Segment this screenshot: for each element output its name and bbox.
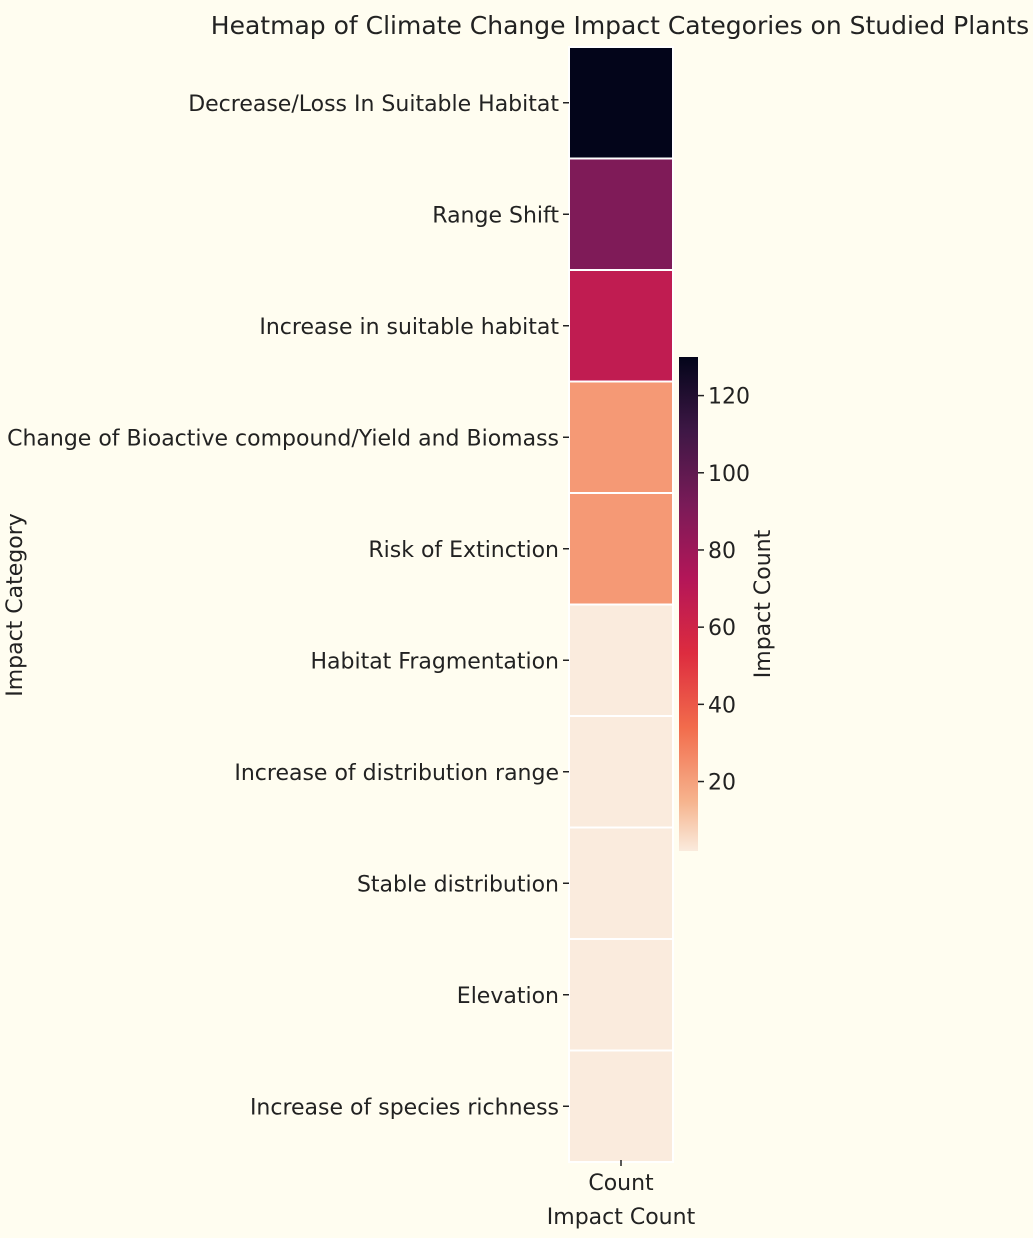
heatmap-cell xyxy=(568,1049,674,1163)
heatmap-cell xyxy=(568,269,674,383)
heatmap-cell xyxy=(568,715,674,829)
heatmap-cells xyxy=(568,46,674,1163)
colorbar xyxy=(679,357,698,851)
y-tick-label: Stable distribution xyxy=(357,872,559,897)
colorbar-ticks: 20 40 60 80 100 120 xyxy=(698,385,750,796)
chart-title: Heatmap of Climate Change Impact Categor… xyxy=(211,11,1029,40)
y-tick-label: Habitat Fragmentation xyxy=(310,649,559,674)
heatmap-cell xyxy=(568,157,674,271)
colorbar-tick-label: 40 xyxy=(708,693,736,718)
heatmap-cell xyxy=(568,826,674,940)
x-axis-label: Impact Count xyxy=(547,1205,696,1230)
y-tick-label: Increase of distribution range xyxy=(234,761,559,786)
heatmap-cell xyxy=(568,380,674,494)
y-tick-label: Increase of species richness xyxy=(250,1095,559,1120)
y-tick-label: Risk of Extinction xyxy=(368,538,559,563)
colorbar-tick-label: 100 xyxy=(708,462,750,487)
y-tick-label: Change of Bioactive compound/Yield and B… xyxy=(7,426,559,451)
y-tick-label: Decrease/Loss In Suitable Habitat xyxy=(188,92,559,117)
heatmap-cell xyxy=(568,46,674,160)
y-tick-label: Range Shift xyxy=(432,203,559,228)
colorbar-tick-label: 60 xyxy=(708,616,736,641)
colorbar-label: Impact Count xyxy=(751,529,776,678)
colorbar-tick-label: 80 xyxy=(708,539,736,564)
x-tick-label: Count xyxy=(588,1171,654,1196)
colorbar-tick-label: 20 xyxy=(708,771,736,796)
y-tick-labels: Decrease/Loss In Suitable Habitat Range S… xyxy=(7,92,569,1120)
heatmap-cell xyxy=(568,492,674,606)
y-tick-label: Elevation xyxy=(457,984,559,1009)
heatmap-cell xyxy=(568,603,674,717)
y-axis-label: Impact Category xyxy=(3,513,28,697)
y-tick-label: Increase in suitable habitat xyxy=(259,315,559,340)
heatmap-cell xyxy=(568,938,674,1052)
colorbar-tick-label: 120 xyxy=(708,385,750,410)
